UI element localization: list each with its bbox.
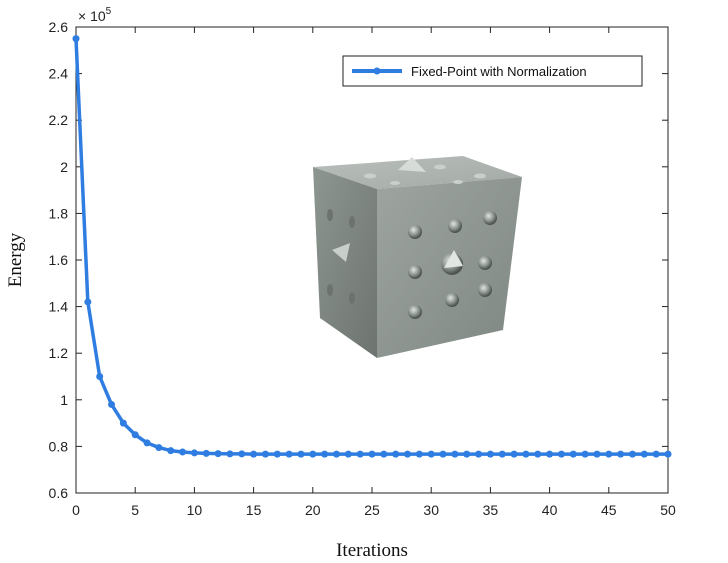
y-tick-label: 2.2 — [49, 112, 69, 128]
x-tick-label: 45 — [601, 502, 617, 518]
x-tick-label: 10 — [187, 502, 203, 518]
x-tick-label: 20 — [305, 502, 321, 518]
data-point — [593, 450, 601, 458]
data-point — [285, 450, 293, 458]
data-point — [652, 450, 660, 458]
data-point — [463, 450, 471, 458]
data-point — [332, 450, 340, 458]
data-point — [475, 450, 483, 458]
x-tick-label: 5 — [131, 502, 139, 518]
data-point — [179, 448, 187, 456]
data-point — [404, 450, 412, 458]
data-point — [108, 400, 116, 408]
x-tick-label: 50 — [660, 502, 676, 518]
data-point — [522, 450, 530, 458]
data-point — [190, 449, 198, 457]
data-point — [202, 449, 210, 457]
y-tick-label: 0.8 — [49, 438, 69, 454]
data-point — [84, 298, 92, 306]
data-point — [628, 450, 636, 458]
data-point — [427, 450, 435, 458]
y-scale-exponent: 5 — [106, 6, 112, 17]
legend-marker — [373, 67, 381, 75]
y-tick-label: 2.4 — [49, 66, 69, 82]
data-point — [534, 450, 542, 458]
legend: Fixed-Point with Normalization — [342, 55, 643, 87]
data-point — [226, 450, 234, 458]
y-tick-label: 1 — [60, 392, 68, 408]
data-point — [131, 431, 139, 439]
data-point — [605, 450, 613, 458]
y-tick-label: 2 — [60, 159, 68, 175]
data-point — [214, 450, 222, 458]
cube-spike-left — [332, 243, 350, 262]
data-point — [510, 450, 518, 458]
x-tick-label: 35 — [483, 502, 499, 518]
x-tick-label: 40 — [542, 502, 558, 518]
data-point — [356, 450, 364, 458]
x-tick-label: 0 — [72, 502, 80, 518]
data-point — [238, 450, 246, 458]
data-point — [664, 450, 672, 458]
legend-label: Fixed-Point with Normalization — [411, 64, 587, 79]
x-axis-ticks: 0 5 10 15 20 25 30 35 40 45 50 — [72, 27, 676, 518]
data-point — [119, 419, 127, 427]
x-tick-label: 15 — [246, 502, 262, 518]
data-point — [368, 450, 376, 458]
y-tick-label: 1.4 — [49, 299, 69, 315]
inset-cube-image — [313, 156, 522, 358]
data-point — [557, 450, 565, 458]
y-tick-label: 1.8 — [49, 205, 69, 221]
data-point — [546, 450, 554, 458]
data-point — [344, 450, 352, 458]
x-axis-label: Iterations — [336, 540, 408, 561]
data-point — [297, 450, 305, 458]
y-scale-multiplier: × 105 — [78, 6, 112, 24]
data-point — [569, 450, 577, 458]
data-point — [250, 450, 258, 458]
data-point — [96, 373, 104, 380]
cube-top-face — [313, 156, 522, 189]
data-point — [581, 450, 589, 458]
data-point — [261, 450, 269, 458]
series-group — [72, 35, 672, 458]
y-axis-ticks: 0.6 0.8 1 1.2 1.4 1.6 1.8 2 2.2 2.4 2.6 — [49, 19, 668, 501]
y-tick-label: 1.2 — [49, 345, 69, 361]
data-point — [309, 450, 317, 458]
y-tick-label: 2.6 — [49, 19, 69, 35]
data-point — [143, 439, 151, 447]
data-point — [451, 450, 459, 458]
data-point — [486, 450, 494, 458]
x-tick-label: 25 — [364, 502, 380, 518]
data-point — [380, 450, 388, 458]
data-point — [155, 444, 163, 452]
data-point — [617, 450, 625, 458]
data-point — [640, 450, 648, 458]
data-point — [167, 447, 175, 455]
y-tick-label: 1.6 — [49, 252, 69, 268]
data-point — [273, 450, 281, 458]
data-point — [392, 450, 400, 458]
data-point — [72, 35, 80, 43]
data-point — [439, 450, 447, 458]
data-point — [321, 450, 329, 458]
cube-spike-top — [398, 157, 426, 172]
data-point — [415, 450, 423, 458]
y-axis-label: Energy — [5, 232, 26, 287]
data-point — [498, 450, 506, 458]
x-tick-label: 30 — [423, 502, 439, 518]
cube-spike-front — [444, 250, 463, 268]
y-tick-label: 0.6 — [49, 485, 69, 501]
